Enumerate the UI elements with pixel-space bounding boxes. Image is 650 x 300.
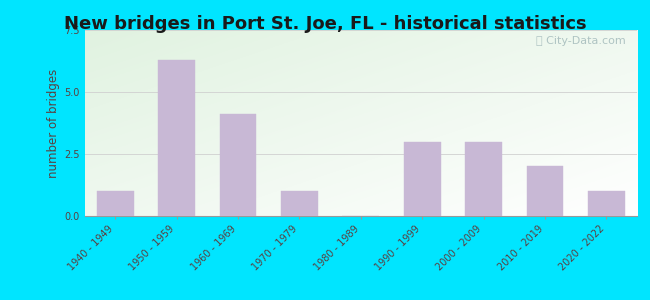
Text: New bridges in Port St. Joe, FL - historical statistics: New bridges in Port St. Joe, FL - histor… xyxy=(64,15,586,33)
Text: Ⓢ City-Data.com: Ⓢ City-Data.com xyxy=(536,36,626,46)
Bar xyxy=(588,191,625,216)
Bar xyxy=(220,114,256,216)
Bar xyxy=(281,191,318,216)
Bar xyxy=(465,142,502,216)
Bar xyxy=(526,167,564,216)
Bar xyxy=(158,60,195,216)
Y-axis label: number of bridges: number of bridges xyxy=(47,68,60,178)
Bar xyxy=(97,191,134,216)
Bar xyxy=(404,142,441,216)
